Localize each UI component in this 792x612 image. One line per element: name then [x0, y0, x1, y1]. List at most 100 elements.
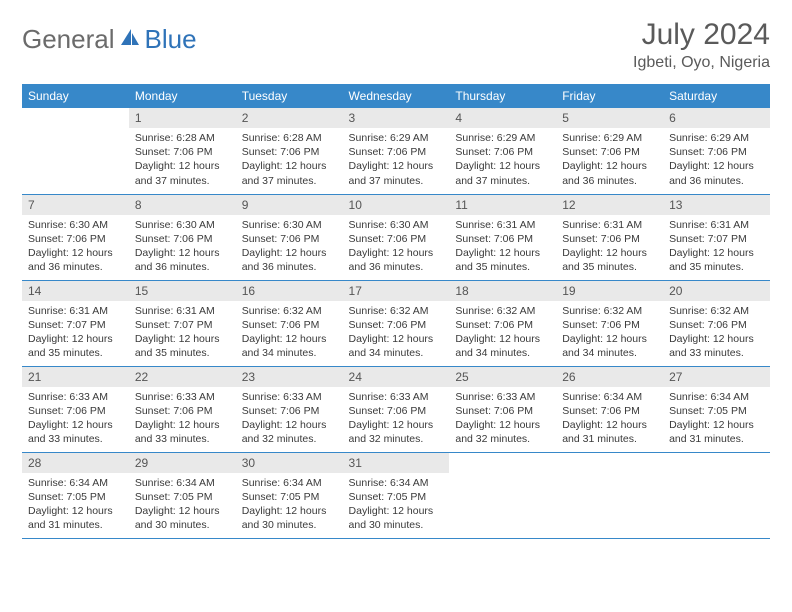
day-number: 7 — [22, 195, 129, 215]
calendar-week-row: 1Sunrise: 6:28 AMSunset: 7:06 PMDaylight… — [22, 108, 770, 194]
calendar-day-cell: 29Sunrise: 6:34 AMSunset: 7:05 PMDayligh… — [129, 452, 236, 538]
calendar-table: SundayMondayTuesdayWednesdayThursdayFrid… — [22, 84, 770, 539]
day-number: 30 — [236, 453, 343, 473]
calendar-day-cell: 7Sunrise: 6:30 AMSunset: 7:06 PMDaylight… — [22, 194, 129, 280]
calendar-day-cell: 15Sunrise: 6:31 AMSunset: 7:07 PMDayligh… — [129, 280, 236, 366]
calendar-week-row: 14Sunrise: 6:31 AMSunset: 7:07 PMDayligh… — [22, 280, 770, 366]
calendar-day-cell: 13Sunrise: 6:31 AMSunset: 7:07 PMDayligh… — [663, 194, 770, 280]
calendar-day-cell: 26Sunrise: 6:34 AMSunset: 7:06 PMDayligh… — [556, 366, 663, 452]
day-number: 24 — [343, 367, 450, 387]
sail-icon — [119, 27, 141, 52]
day-details: Sunrise: 6:33 AMSunset: 7:06 PMDaylight:… — [129, 387, 236, 452]
day-number: 3 — [343, 108, 450, 128]
day-number: 21 — [22, 367, 129, 387]
calendar-day-cell: 31Sunrise: 6:34 AMSunset: 7:05 PMDayligh… — [343, 452, 450, 538]
calendar-day-cell: 25Sunrise: 6:33 AMSunset: 7:06 PMDayligh… — [449, 366, 556, 452]
day-details: Sunrise: 6:31 AMSunset: 7:07 PMDaylight:… — [129, 301, 236, 366]
calendar-day-cell: 18Sunrise: 6:32 AMSunset: 7:06 PMDayligh… — [449, 280, 556, 366]
calendar-day-cell — [22, 108, 129, 194]
calendar-week-row: 21Sunrise: 6:33 AMSunset: 7:06 PMDayligh… — [22, 366, 770, 452]
day-number: 18 — [449, 281, 556, 301]
calendar-day-cell: 23Sunrise: 6:33 AMSunset: 7:06 PMDayligh… — [236, 366, 343, 452]
day-details: Sunrise: 6:31 AMSunset: 7:07 PMDaylight:… — [22, 301, 129, 366]
day-details: Sunrise: 6:34 AMSunset: 7:06 PMDaylight:… — [556, 387, 663, 452]
day-details: Sunrise: 6:32 AMSunset: 7:06 PMDaylight:… — [236, 301, 343, 366]
day-header: Tuesday — [236, 84, 343, 108]
day-number: 5 — [556, 108, 663, 128]
day-details: Sunrise: 6:29 AMSunset: 7:06 PMDaylight:… — [556, 128, 663, 193]
day-number: 28 — [22, 453, 129, 473]
calendar-day-cell: 14Sunrise: 6:31 AMSunset: 7:07 PMDayligh… — [22, 280, 129, 366]
day-details: Sunrise: 6:32 AMSunset: 7:06 PMDaylight:… — [663, 301, 770, 366]
day-number: 17 — [343, 281, 450, 301]
day-number: 13 — [663, 195, 770, 215]
day-number: 22 — [129, 367, 236, 387]
calendar-day-cell: 5Sunrise: 6:29 AMSunset: 7:06 PMDaylight… — [556, 108, 663, 194]
day-number — [22, 108, 129, 128]
day-details: Sunrise: 6:34 AMSunset: 7:05 PMDaylight:… — [343, 473, 450, 538]
page-title: July 2024 — [633, 18, 770, 52]
day-details: Sunrise: 6:33 AMSunset: 7:06 PMDaylight:… — [22, 387, 129, 452]
day-number: 16 — [236, 281, 343, 301]
calendar-day-cell — [663, 452, 770, 538]
day-details: Sunrise: 6:32 AMSunset: 7:06 PMDaylight:… — [449, 301, 556, 366]
location-label: Igbeti, Oyo, Nigeria — [633, 54, 770, 72]
calendar-header-row: SundayMondayTuesdayWednesdayThursdayFrid… — [22, 84, 770, 108]
calendar-day-cell: 17Sunrise: 6:32 AMSunset: 7:06 PMDayligh… — [343, 280, 450, 366]
day-details: Sunrise: 6:33 AMSunset: 7:06 PMDaylight:… — [236, 387, 343, 452]
day-details: Sunrise: 6:32 AMSunset: 7:06 PMDaylight:… — [556, 301, 663, 366]
day-number: 1 — [129, 108, 236, 128]
day-number: 8 — [129, 195, 236, 215]
day-details: Sunrise: 6:28 AMSunset: 7:06 PMDaylight:… — [236, 128, 343, 193]
day-number — [556, 453, 663, 473]
day-header: Sunday — [22, 84, 129, 108]
day-details: Sunrise: 6:34 AMSunset: 7:05 PMDaylight:… — [129, 473, 236, 538]
day-header: Monday — [129, 84, 236, 108]
calendar-day-cell: 11Sunrise: 6:31 AMSunset: 7:06 PMDayligh… — [449, 194, 556, 280]
day-header: Wednesday — [343, 84, 450, 108]
day-number: 19 — [556, 281, 663, 301]
calendar-day-cell: 16Sunrise: 6:32 AMSunset: 7:06 PMDayligh… — [236, 280, 343, 366]
calendar-day-cell: 6Sunrise: 6:29 AMSunset: 7:06 PMDaylight… — [663, 108, 770, 194]
day-details: Sunrise: 6:33 AMSunset: 7:06 PMDaylight:… — [343, 387, 450, 452]
day-number — [663, 453, 770, 473]
calendar-day-cell: 9Sunrise: 6:30 AMSunset: 7:06 PMDaylight… — [236, 194, 343, 280]
day-number: 26 — [556, 367, 663, 387]
day-number: 25 — [449, 367, 556, 387]
day-number — [449, 453, 556, 473]
logo-text-general: General — [22, 24, 115, 55]
calendar-day-cell: 19Sunrise: 6:32 AMSunset: 7:06 PMDayligh… — [556, 280, 663, 366]
calendar-day-cell: 1Sunrise: 6:28 AMSunset: 7:06 PMDaylight… — [129, 108, 236, 194]
day-number: 6 — [663, 108, 770, 128]
calendar-day-cell: 4Sunrise: 6:29 AMSunset: 7:06 PMDaylight… — [449, 108, 556, 194]
calendar-day-cell: 28Sunrise: 6:34 AMSunset: 7:05 PMDayligh… — [22, 452, 129, 538]
logo-text-blue: Blue — [145, 24, 197, 55]
calendar-day-cell: 2Sunrise: 6:28 AMSunset: 7:06 PMDaylight… — [236, 108, 343, 194]
day-number: 11 — [449, 195, 556, 215]
day-number: 10 — [343, 195, 450, 215]
day-details: Sunrise: 6:34 AMSunset: 7:05 PMDaylight:… — [22, 473, 129, 538]
calendar-day-cell — [556, 452, 663, 538]
day-details: Sunrise: 6:30 AMSunset: 7:06 PMDaylight:… — [236, 215, 343, 280]
calendar-week-row: 28Sunrise: 6:34 AMSunset: 7:05 PMDayligh… — [22, 452, 770, 538]
calendar-day-cell: 8Sunrise: 6:30 AMSunset: 7:06 PMDaylight… — [129, 194, 236, 280]
day-number: 15 — [129, 281, 236, 301]
day-details: Sunrise: 6:33 AMSunset: 7:06 PMDaylight:… — [449, 387, 556, 452]
calendar-day-cell: 21Sunrise: 6:33 AMSunset: 7:06 PMDayligh… — [22, 366, 129, 452]
day-number: 9 — [236, 195, 343, 215]
day-details: Sunrise: 6:30 AMSunset: 7:06 PMDaylight:… — [343, 215, 450, 280]
calendar-day-cell: 27Sunrise: 6:34 AMSunset: 7:05 PMDayligh… — [663, 366, 770, 452]
day-details: Sunrise: 6:31 AMSunset: 7:06 PMDaylight:… — [556, 215, 663, 280]
logo: General Blue — [22, 18, 197, 55]
day-details: Sunrise: 6:30 AMSunset: 7:06 PMDaylight:… — [129, 215, 236, 280]
day-header: Friday — [556, 84, 663, 108]
title-block: July 2024 Igbeti, Oyo, Nigeria — [633, 18, 770, 72]
day-details: Sunrise: 6:30 AMSunset: 7:06 PMDaylight:… — [22, 215, 129, 280]
calendar-day-cell: 24Sunrise: 6:33 AMSunset: 7:06 PMDayligh… — [343, 366, 450, 452]
calendar-day-cell: 20Sunrise: 6:32 AMSunset: 7:06 PMDayligh… — [663, 280, 770, 366]
day-details: Sunrise: 6:29 AMSunset: 7:06 PMDaylight:… — [663, 128, 770, 193]
day-details: Sunrise: 6:31 AMSunset: 7:07 PMDaylight:… — [663, 215, 770, 280]
calendar-day-cell: 12Sunrise: 6:31 AMSunset: 7:06 PMDayligh… — [556, 194, 663, 280]
calendar-day-cell — [449, 452, 556, 538]
day-number: 23 — [236, 367, 343, 387]
